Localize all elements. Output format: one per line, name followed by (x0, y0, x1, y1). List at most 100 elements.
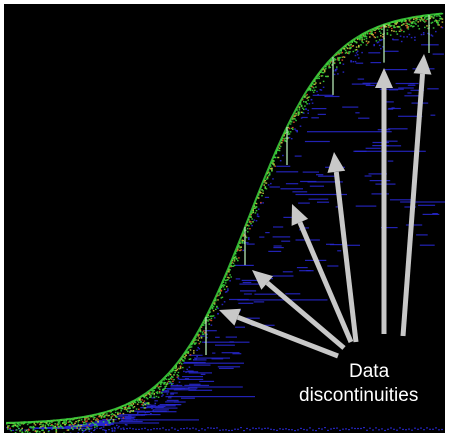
ridge-point (57, 424, 60, 426)
ridge-point (68, 424, 71, 426)
baseline-point (120, 428, 122, 430)
ridge-point (36, 430, 39, 432)
ridge-point (149, 396, 151, 398)
ridge-point (228, 277, 230, 279)
baseline-point (402, 428, 404, 430)
ridge-point (317, 94, 319, 96)
sparse-point (379, 88, 404, 90)
baseline-point (231, 429, 233, 431)
sparse-point (264, 196, 270, 198)
baseline-point (438, 429, 440, 431)
ridge-point (422, 18, 425, 21)
ridge-point (268, 173, 271, 175)
baseline-point (363, 427, 365, 429)
ridge-point (381, 39, 383, 41)
ridge-point (50, 424, 52, 427)
ridge-point (320, 89, 323, 91)
ridge-point (367, 41, 370, 43)
ridge-point (303, 108, 305, 111)
ridge-point (232, 262, 235, 264)
ridge-point (373, 44, 375, 47)
ridge-point (186, 351, 188, 353)
ridge-point (118, 418, 120, 420)
arrow-shaft (297, 221, 354, 343)
ridge-point (72, 423, 74, 426)
ridge-point (46, 423, 49, 425)
sparse-point (173, 401, 186, 403)
baseline-point (234, 428, 236, 430)
sparse-point (170, 384, 183, 387)
ridge-point (185, 352, 187, 354)
sparse-point (407, 92, 412, 94)
ridge-point (252, 209, 254, 211)
ridge-point (271, 162, 273, 164)
ridge-point (419, 16, 422, 18)
ridge-point (218, 294, 220, 296)
ridge-point (76, 425, 78, 428)
ridge-point (174, 371, 176, 374)
ridge-point (325, 65, 327, 68)
ridge-point (231, 262, 234, 264)
ridge-point (408, 19, 411, 21)
ridge-point (333, 62, 336, 65)
sparse-point (298, 202, 310, 204)
ridge-point (174, 369, 176, 372)
sparse-point (362, 82, 386, 84)
baseline-point (186, 427, 188, 429)
ridge-point (29, 432, 31, 433)
ridge-point (195, 357, 197, 360)
ridge-point (91, 421, 94, 424)
ridge-point (250, 223, 252, 225)
ridge-point (77, 432, 80, 433)
ridge-point (217, 307, 219, 309)
ridge-point (227, 276, 229, 279)
ridge-point (348, 44, 350, 46)
ridge-point (65, 421, 67, 423)
ridge-point (303, 112, 305, 114)
ridge-point (342, 63, 345, 65)
ridge-point (371, 33, 373, 36)
ridge-point (241, 240, 243, 243)
ridge-point (398, 30, 401, 32)
ridge-point (354, 49, 357, 51)
baseline-point (303, 428, 305, 431)
ridge-point (392, 38, 394, 40)
plot-area: Data discontinuities (4, 4, 445, 433)
baseline-point (198, 429, 200, 432)
ridge-point (150, 395, 152, 397)
ridge-point (223, 301, 226, 303)
sparse-point (302, 116, 308, 119)
ridge-point (298, 107, 301, 109)
ridge-point (128, 404, 130, 406)
ridge-point (267, 184, 270, 186)
ridge-point (113, 430, 116, 432)
sparse-point (152, 409, 169, 411)
ridge-point (156, 385, 159, 387)
sparse-point (273, 245, 282, 247)
sparse-point (183, 362, 244, 364)
ridge-point (171, 383, 173, 385)
sparse-point (221, 352, 240, 354)
sparse-point (383, 50, 399, 52)
baseline-point (99, 427, 101, 430)
ridge-point (64, 421, 66, 423)
ridge-point (349, 51, 351, 53)
baseline-point (30, 427, 32, 429)
ridge-point (304, 96, 306, 99)
ridge-point (83, 422, 85, 424)
ridge-point (410, 25, 413, 27)
ridge-point (431, 21, 434, 24)
sparse-point (285, 183, 299, 185)
ridge-point (35, 432, 38, 433)
ridge-point (34, 429, 37, 432)
ridge-point (219, 289, 221, 291)
ridge-point (45, 422, 48, 424)
ridge-point (128, 407, 130, 410)
ridge-point (265, 182, 268, 184)
ridge-point (343, 47, 346, 50)
ridge-point (195, 339, 197, 341)
ridge-point (132, 403, 135, 405)
ridge-point (359, 39, 361, 41)
ridge-point (132, 410, 135, 412)
ridge-point (344, 49, 347, 52)
